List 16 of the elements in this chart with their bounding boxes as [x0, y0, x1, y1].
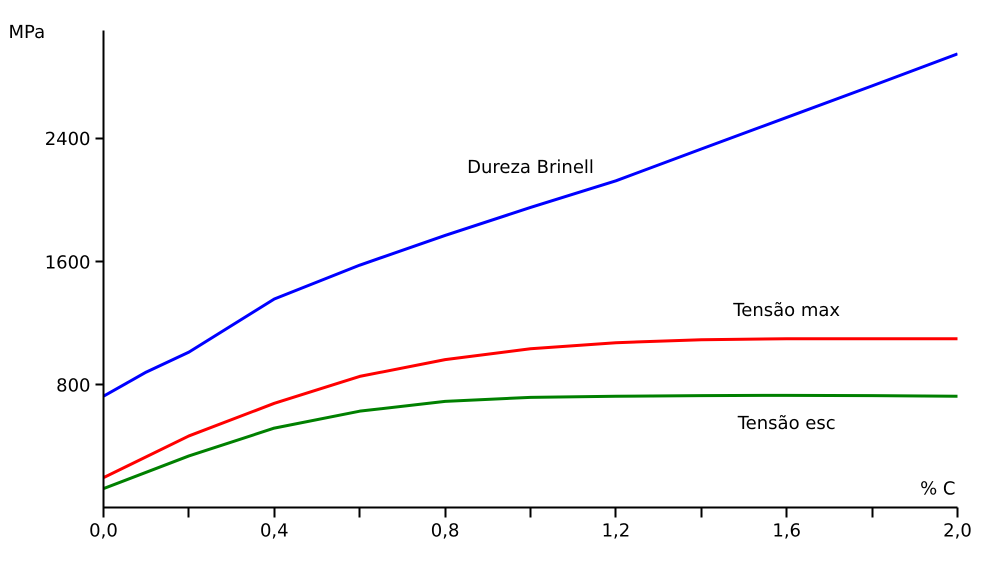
- series-label: Dureza Brinell: [467, 156, 594, 178]
- series-label: Tensão max: [732, 300, 840, 322]
- x-tick-label: 1,6: [772, 520, 802, 542]
- x-tick-label: 1,2: [602, 520, 630, 542]
- x-tick-label: 0,4: [260, 520, 289, 542]
- x-axis-title: % C: [920, 478, 956, 500]
- x-tick-label: 0,8: [430, 520, 460, 542]
- y-tick-label: 2400: [44, 129, 91, 150]
- line-series: [104, 337, 958, 480]
- x-tick-label: 0,0: [89, 520, 118, 542]
- y-axis-title: MPa: [8, 22, 46, 43]
- line-series: [104, 52, 958, 398]
- y-tick-label: 800: [56, 375, 91, 396]
- x-tick-label: 2,0: [943, 520, 972, 542]
- series-label: Tensão esc: [736, 412, 836, 434]
- y-tick-label: 1600: [44, 252, 91, 274]
